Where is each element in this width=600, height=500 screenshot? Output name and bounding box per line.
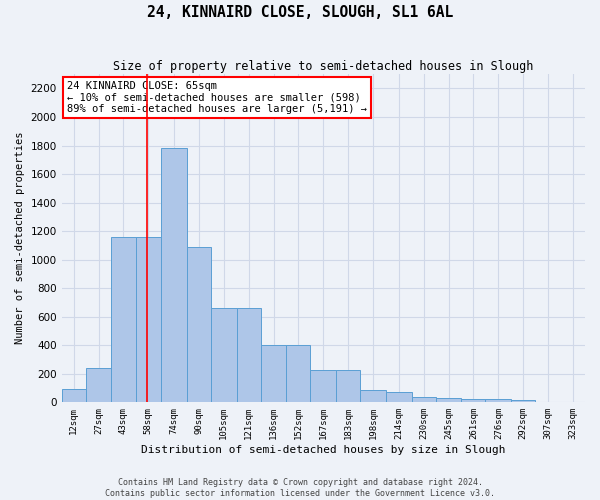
Bar xyxy=(136,237,161,402)
Bar xyxy=(261,346,286,403)
Bar xyxy=(62,390,86,402)
Bar xyxy=(336,370,360,402)
Bar xyxy=(461,399,485,402)
Bar xyxy=(412,396,436,402)
Text: Contains HM Land Registry data © Crown copyright and database right 2024.
Contai: Contains HM Land Registry data © Crown c… xyxy=(105,478,495,498)
Text: 24 KINNAIRD CLOSE: 65sqm
← 10% of semi-detached houses are smaller (598)
89% of : 24 KINNAIRD CLOSE: 65sqm ← 10% of semi-d… xyxy=(67,80,367,114)
Bar xyxy=(310,370,336,402)
Bar xyxy=(511,400,535,402)
Bar xyxy=(386,392,412,402)
Text: 24, KINNAIRD CLOSE, SLOUGH, SL1 6AL: 24, KINNAIRD CLOSE, SLOUGH, SL1 6AL xyxy=(147,5,453,20)
Bar xyxy=(161,148,187,402)
Y-axis label: Number of semi-detached properties: Number of semi-detached properties xyxy=(15,132,25,344)
Bar xyxy=(112,237,136,402)
Bar xyxy=(236,308,261,402)
Bar xyxy=(436,398,461,402)
Bar xyxy=(187,247,211,402)
Title: Size of property relative to semi-detached houses in Slough: Size of property relative to semi-detach… xyxy=(113,60,533,73)
Bar xyxy=(86,368,112,402)
Bar xyxy=(286,346,310,403)
Bar xyxy=(211,308,236,402)
X-axis label: Distribution of semi-detached houses by size in Slough: Distribution of semi-detached houses by … xyxy=(141,445,506,455)
Bar xyxy=(360,390,386,402)
Bar xyxy=(485,400,511,402)
